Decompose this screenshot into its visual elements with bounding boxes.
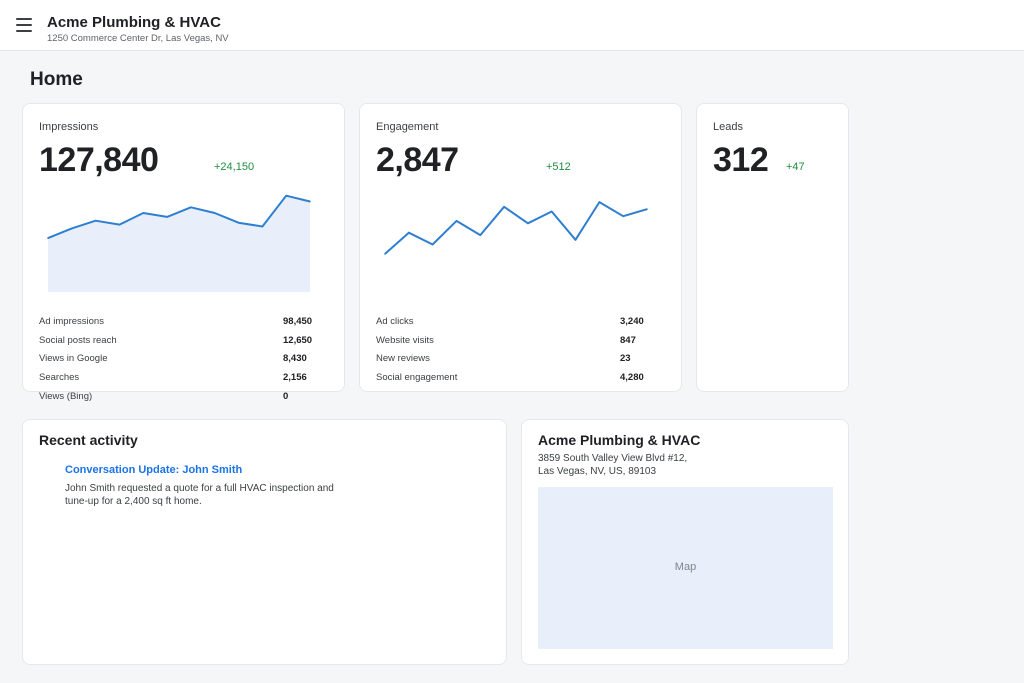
stat-label: Social engagement [376,372,458,383]
chart-point [94,219,97,222]
stat-label: Ad impressions [39,316,104,327]
stat-label: Views (Bing) [39,391,93,402]
recent-activity-title: Recent activity [39,432,138,448]
page-title: Home [30,69,83,90]
chart-point [71,227,73,230]
activity-item-title-link[interactable]: Conversation Update: John Smith [65,464,243,476]
engagement-card[interactable]: Engagement 2,847 +512 Ad clicks 3,240 We… [359,103,682,392]
activity-item-body: John Smith requested a quote for a full … [65,483,334,507]
chart-point [455,220,458,222]
chart-point [598,201,601,203]
leads-card[interactable]: Leads 312 +47 [696,103,849,392]
engagement-delta: +512 [546,161,571,173]
leads-value: 312 [713,141,769,179]
location-address-line1: 3859 South Valley View Blvd #12, [538,453,688,464]
impressions-label: Impressions [39,121,99,133]
chart-point [237,221,240,224]
recent-activity-card: Recent activity Conversation Update: Joh… [22,419,507,665]
chart-point [408,231,410,234]
impressions-card[interactable]: Impressions 127,840 +24,150 Ad impressio… [22,103,345,402]
engagement-label: Engagement [376,121,439,133]
location-card: Acme Plumbing & HVAC 3859 South Valley V… [521,419,849,665]
stat-label: Views in Google [39,353,108,364]
impressions-value: 127,840 [39,141,159,179]
chart-point [479,234,482,236]
stat-value: 8,430 [283,353,307,364]
leads-delta: +47 [786,161,805,173]
map-label: Map [674,561,697,573]
impressions-delta: +24,150 [214,161,255,173]
chart-series-line [384,201,648,255]
stat-label: Ad clicks [376,316,414,327]
chart-point [527,222,529,225]
stat-label: Social posts reach [39,335,117,346]
top-bar: Acme Plumbing & HVAC 1250 Commerce Cente… [0,0,1024,51]
stat-value: 98,450 [283,316,313,327]
engagement-stat-row: New reviews 23 [376,353,636,367]
chart-point [285,194,287,197]
impressions-stat-row: Views (Bing) 0 [39,391,299,405]
engagement-stat-row: Social engagement 4,280 [376,372,644,386]
engagement-value: 2,847 [376,141,459,179]
impressions-stat-row: Searches 2,156 [39,372,307,386]
location-map[interactable]: Map [538,487,833,649]
stat-value: 12,650 [283,335,313,346]
chart-point [309,200,311,203]
chart-point [550,210,553,213]
impressions-stat-row: Social posts reach 12,650 [39,335,312,349]
chart-point [431,243,434,246]
chart-series-line [47,194,311,240]
leads-label: Leads [713,121,743,133]
location-name: Acme Plumbing & HVAC [538,432,701,448]
chart-point [622,215,624,217]
stat-value: 23 [620,353,631,364]
stat-value: 4,280 [620,372,644,383]
business-address: 1250 Commerce Center Dr, Las Vegas, NV [47,33,229,44]
chart-point [503,206,505,208]
stat-value: 0 [283,391,289,402]
engagement-stat-row: Website visits 847 [376,335,636,349]
chart-point [118,223,121,226]
stat-label: Searches [39,372,80,383]
engagement-stat-row: Ad clicks 3,240 [376,316,644,330]
chart-point [47,237,49,239]
chart-area [48,195,310,292]
stat-value: 3,240 [620,316,644,327]
chart-point [574,239,577,241]
stat-value: 2,156 [283,372,307,383]
chart-point [261,225,264,228]
impressions-stat-row: Ad impressions 98,450 [39,316,312,330]
stat-label: New reviews [376,353,430,364]
chart-point [384,253,386,255]
chart-point [213,212,216,214]
chart-point [142,212,145,214]
hamburger-menu-icon[interactable] [14,16,34,34]
location-address-line2: Las Vegas, NV, US, 89103 [538,466,657,477]
chart-point [646,208,648,210]
engagement-chart [384,201,648,255]
chart-point [166,216,168,218]
business-name: Acme Plumbing & HVAC [47,14,221,31]
stat-value: 847 [620,335,636,346]
stat-label: Website visits [376,335,434,346]
impressions-stat-row: Views in Google 8,430 [39,353,307,367]
impressions-chart [47,194,311,292]
chart-point [190,206,192,209]
